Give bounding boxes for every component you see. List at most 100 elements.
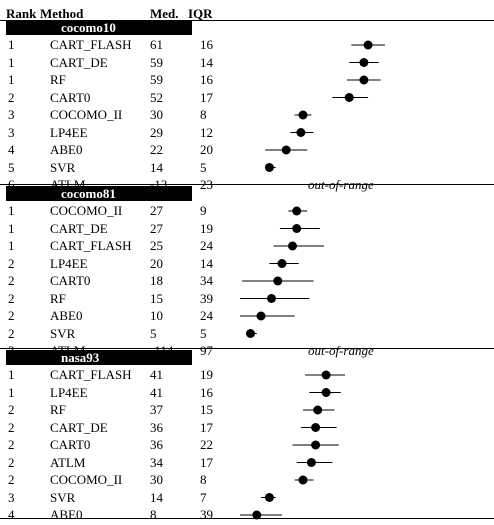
rank-cell: 2 xyxy=(8,419,15,435)
method-cell: CART0 xyxy=(50,437,91,452)
rank-cell: 2 xyxy=(8,255,15,271)
median-dot xyxy=(363,40,373,50)
iqr-cell: 16 xyxy=(200,384,213,400)
method-cell: CART0 xyxy=(50,89,91,105)
method-cell: COCOMO_II xyxy=(50,203,123,218)
median-cell: 41 xyxy=(150,367,163,382)
median-dot xyxy=(273,276,283,286)
iqr-cell: 17 xyxy=(200,419,213,435)
method-cell: ABE0 xyxy=(50,142,83,157)
median-dot xyxy=(311,423,321,432)
median-dot xyxy=(256,311,266,321)
median-dot xyxy=(298,110,308,120)
rank-cell: 1 xyxy=(8,203,15,218)
table-rule xyxy=(0,518,494,519)
method-cell: SVR xyxy=(50,325,76,341)
median-cell: 18 xyxy=(150,273,163,288)
section-title: cocomo81 xyxy=(61,186,116,201)
rank-cell: 2 xyxy=(8,472,15,487)
iqr-cell: 15 xyxy=(200,402,213,417)
median-dot xyxy=(288,241,297,251)
method-cell: CART_FLASH xyxy=(50,37,132,52)
rank-cell: 1 xyxy=(8,72,15,87)
method-cell: LP4EE xyxy=(50,384,88,400)
method-cell: CART_FLASH xyxy=(50,367,132,382)
median-dot xyxy=(298,475,308,485)
rank-cell: 2 xyxy=(8,437,15,452)
median-dot xyxy=(313,405,323,415)
iqr-cell: 22 xyxy=(200,437,213,452)
rank-cell: 1 xyxy=(8,54,15,70)
rank-cell: 2 xyxy=(8,308,15,323)
section-title: nasa93 xyxy=(61,350,100,365)
method-cell: COCOMO_II xyxy=(50,472,123,487)
iqr-cell: 12 xyxy=(200,124,213,140)
rank-cell: 1 xyxy=(8,367,15,382)
median-cell: 25 xyxy=(150,238,163,253)
method-cell: ATLM xyxy=(50,454,86,470)
iqr-cell: 7 xyxy=(200,489,207,505)
median-cell: 27 xyxy=(150,203,163,218)
method-cell: COCOMO_II xyxy=(50,107,123,122)
iqr-cell: 5 xyxy=(200,325,207,341)
rank-cell: 4 xyxy=(8,142,15,157)
out-of-range-label: out-of-range xyxy=(308,343,374,358)
rank-cell: 1 xyxy=(8,220,15,236)
rank-header: Rank xyxy=(6,6,37,21)
median-cell: 61 xyxy=(150,37,163,52)
median-cell: 34 xyxy=(150,454,163,470)
median-cell: 14 xyxy=(150,489,163,505)
iqr-cell: 8 xyxy=(200,107,207,122)
median-cell: 27 xyxy=(150,220,163,236)
iqr-cell: 5 xyxy=(200,159,207,175)
iqr-cell: 39 xyxy=(200,290,213,306)
iqr-cell: 20 xyxy=(200,142,213,157)
rank-cell: 1 xyxy=(8,384,15,400)
median-cell: 8 xyxy=(150,507,157,522)
iqr-cell: 14 xyxy=(200,255,213,271)
median-dot xyxy=(311,440,321,450)
median-dot xyxy=(359,58,369,67)
median-cell: 20 xyxy=(150,255,163,271)
iqr-cell: 16 xyxy=(200,37,213,52)
median-dot xyxy=(277,259,287,268)
method-cell: ABE0 xyxy=(50,308,83,323)
section-title: cocomo10 xyxy=(61,20,116,35)
median-cell: 29 xyxy=(150,124,163,140)
method-cell: CART_DE xyxy=(50,419,108,435)
median-dot xyxy=(296,128,306,137)
median-cell: 36 xyxy=(150,437,163,452)
median-dot xyxy=(246,329,255,338)
rank-cell: 3 xyxy=(8,124,15,140)
rank-cell: 3 xyxy=(8,489,15,505)
iqr-cell: 14 xyxy=(200,54,213,70)
rank-cell: 1 xyxy=(8,238,15,253)
median-cell: 22 xyxy=(150,142,163,157)
rank-cell: 1 xyxy=(8,37,15,52)
method-cell: CART_DE xyxy=(50,220,108,236)
median-dot xyxy=(281,145,291,155)
table-rule xyxy=(0,20,494,21)
iqr-cell: 17 xyxy=(200,89,213,105)
iqr-cell: 97 xyxy=(200,343,213,358)
rank-cell: 2 xyxy=(8,454,15,470)
method-cell: LP4EE xyxy=(50,124,88,140)
rank-cell: 2 xyxy=(8,402,15,417)
iqr-cell: 34 xyxy=(200,273,213,288)
rank-cell: 2 xyxy=(8,325,15,341)
iqr-cell: 9 xyxy=(200,203,207,218)
median-cell: 52 xyxy=(150,89,163,105)
median-cell: 37 xyxy=(150,402,163,417)
median-header: Med. xyxy=(150,6,179,21)
median-dot xyxy=(359,75,369,85)
table-rule xyxy=(0,184,494,185)
iqr-cell: 19 xyxy=(200,367,213,382)
median-cell: 10 xyxy=(150,308,163,323)
median-dot xyxy=(344,93,354,102)
median-cell: 30 xyxy=(150,472,163,487)
method-cell: CART_DE xyxy=(50,54,108,70)
median-cell: 59 xyxy=(150,72,163,87)
median-dot xyxy=(321,370,331,380)
method-cell: CART_FLASH xyxy=(50,238,132,253)
